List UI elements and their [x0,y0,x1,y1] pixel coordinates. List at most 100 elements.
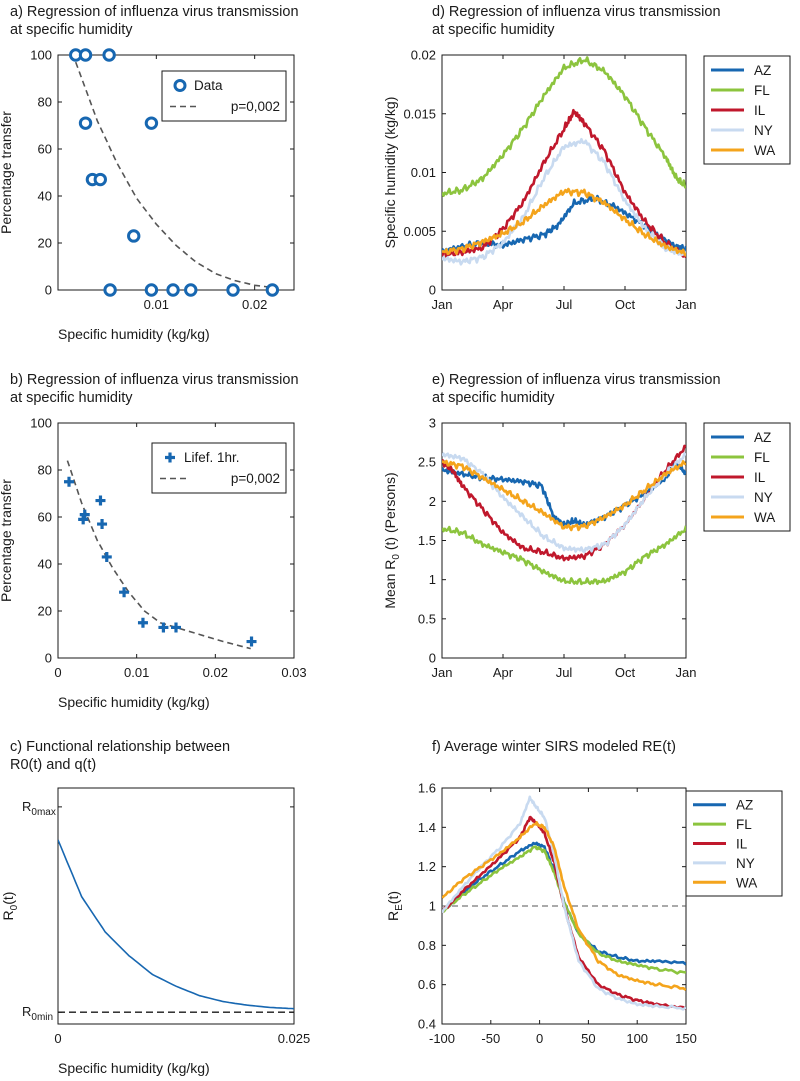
series-line-fl [442,845,686,975]
plot-area [442,444,686,586]
x-tick-label: -50 [481,1031,500,1046]
legend-box [151,442,287,494]
legend-label: p=0,002 [231,99,280,114]
y-tick-label: 2.5 [418,455,436,470]
plot-area [58,839,294,1013]
panel-c: c) Functional relationship between R0(t) … [0,739,310,1076]
panel-e: e) Regression of influenza virus transmi… [382,372,791,680]
panel-title: at specific humidity [432,390,555,406]
x-tick-label: 0.025 [278,1031,311,1046]
y-tick-label: 1 [429,899,436,914]
legend-label: NY [754,490,773,505]
y-tick-label: 20 [38,236,52,251]
y-tick-label: 100 [30,48,52,63]
x-tick-label: Oct [615,297,636,312]
legend: AZ FL IL NY WA [703,55,791,165]
legend: AZ FL IL NY WA [703,422,791,532]
fit-line [74,61,275,289]
panel-title: c) Functional relationship between [10,739,230,755]
data-point [226,283,240,297]
y-tick-label: 20 [38,604,52,619]
x-tick-label: Jan [432,297,453,312]
panel-title: a) Regression of influenza virus transmi… [10,4,299,20]
panel-f: f) Average winter SIRS modeled RE(t) -100… [385,739,783,1046]
data-point [158,622,169,633]
y-tick-label: 1.4 [418,820,436,835]
x-tick-label: Jul [556,297,573,312]
series-line-ny [442,795,686,1011]
y-axis-label: Specific humidity (kg/kg) [382,97,398,249]
plot-area [442,56,686,266]
legend-label: p=0,002 [231,471,280,486]
legend-marker [165,452,175,463]
axes-frame [441,422,687,659]
x-tick-label: 0 [54,665,61,680]
legend-label: FL [754,83,770,98]
y-tick-label: 1.2 [418,859,436,874]
y-tick-label: 1 [429,572,436,587]
panel-title: f) Average winter SIRS modeled RE(t) [432,739,676,755]
y-tick-label: 0.8 [418,938,436,953]
x-tick-label: 100 [626,1031,648,1046]
y-tick-label: 0.015 [403,106,436,121]
panel-b: b) Regression of influenza virus transmi… [0,372,307,710]
y-tick-label: 1.5 [418,533,436,548]
data-point [95,495,106,506]
y-axis-label: RE(t) [385,891,405,921]
x-tick-label: 0.01 [124,665,149,680]
x-tick-label: -100 [429,1031,455,1046]
panel-title: at specific humidity [432,22,555,38]
panel-title: R0(t) and q(t) [10,757,96,773]
series-line-fl [442,56,686,197]
y-tick-label: 2 [429,494,436,509]
r0-curve [58,839,294,1010]
y-tick-label: 0 [429,651,436,666]
x-axis-label: Specific humidity (kg/kg) [58,1060,210,1076]
x-tick-label: 0.02 [203,665,228,680]
y-tick-label: 0 [429,283,436,298]
y-tick-label: 0.005 [403,224,436,239]
panel-title: e) Regression of influenza virus transmi… [432,372,721,388]
panel-title: at specific humidity [10,390,133,406]
y-tick-label: 60 [38,510,52,525]
panel-title: d) Regression of influenza virus transmi… [432,4,721,20]
panel-title: at specific humidity [10,22,133,38]
x-axis-label: Specific humidity (kg/kg) [58,694,210,710]
series-line-il [442,815,686,1011]
legend-label: AZ [736,798,753,813]
data-point [79,509,90,520]
axes-frame [441,54,687,291]
data-point [184,283,198,297]
legend: Lifef. 1hr. p=0,002 [151,442,287,494]
y-tick-label: 40 [38,557,52,572]
y-tick-label: 0.5 [418,611,436,626]
axes-frame [57,787,295,1025]
data-point [93,172,107,187]
data-point [103,283,117,297]
series-line-wa [442,187,686,257]
axes-frame [57,422,295,659]
data-point [119,587,130,598]
data-point [97,519,108,530]
legend-label: WA [754,510,775,525]
plot-area [442,795,686,1011]
x-tick-label: 0.03 [281,665,306,680]
plot-area [66,460,251,650]
x-axis-label: Specific humidity (kg/kg) [58,326,210,342]
data-point [265,283,280,297]
series-line-fl [442,525,686,586]
panel-a: a) Regression of influenza virus transmi… [0,4,299,342]
x-tick-label: 50 [581,1031,595,1046]
legend-box [161,70,287,122]
x-tick-label: Apr [493,665,514,680]
y-tick-label: 0 [45,283,52,298]
data-point [166,283,180,297]
legend-label: NY [736,856,755,871]
y-tick-label: 40 [38,189,52,204]
y-tick-label: 0.4 [418,1017,436,1032]
data-point [78,116,93,130]
plot-area [74,61,275,289]
x-tick-label: Jan [676,297,697,312]
data-point [78,48,93,62]
